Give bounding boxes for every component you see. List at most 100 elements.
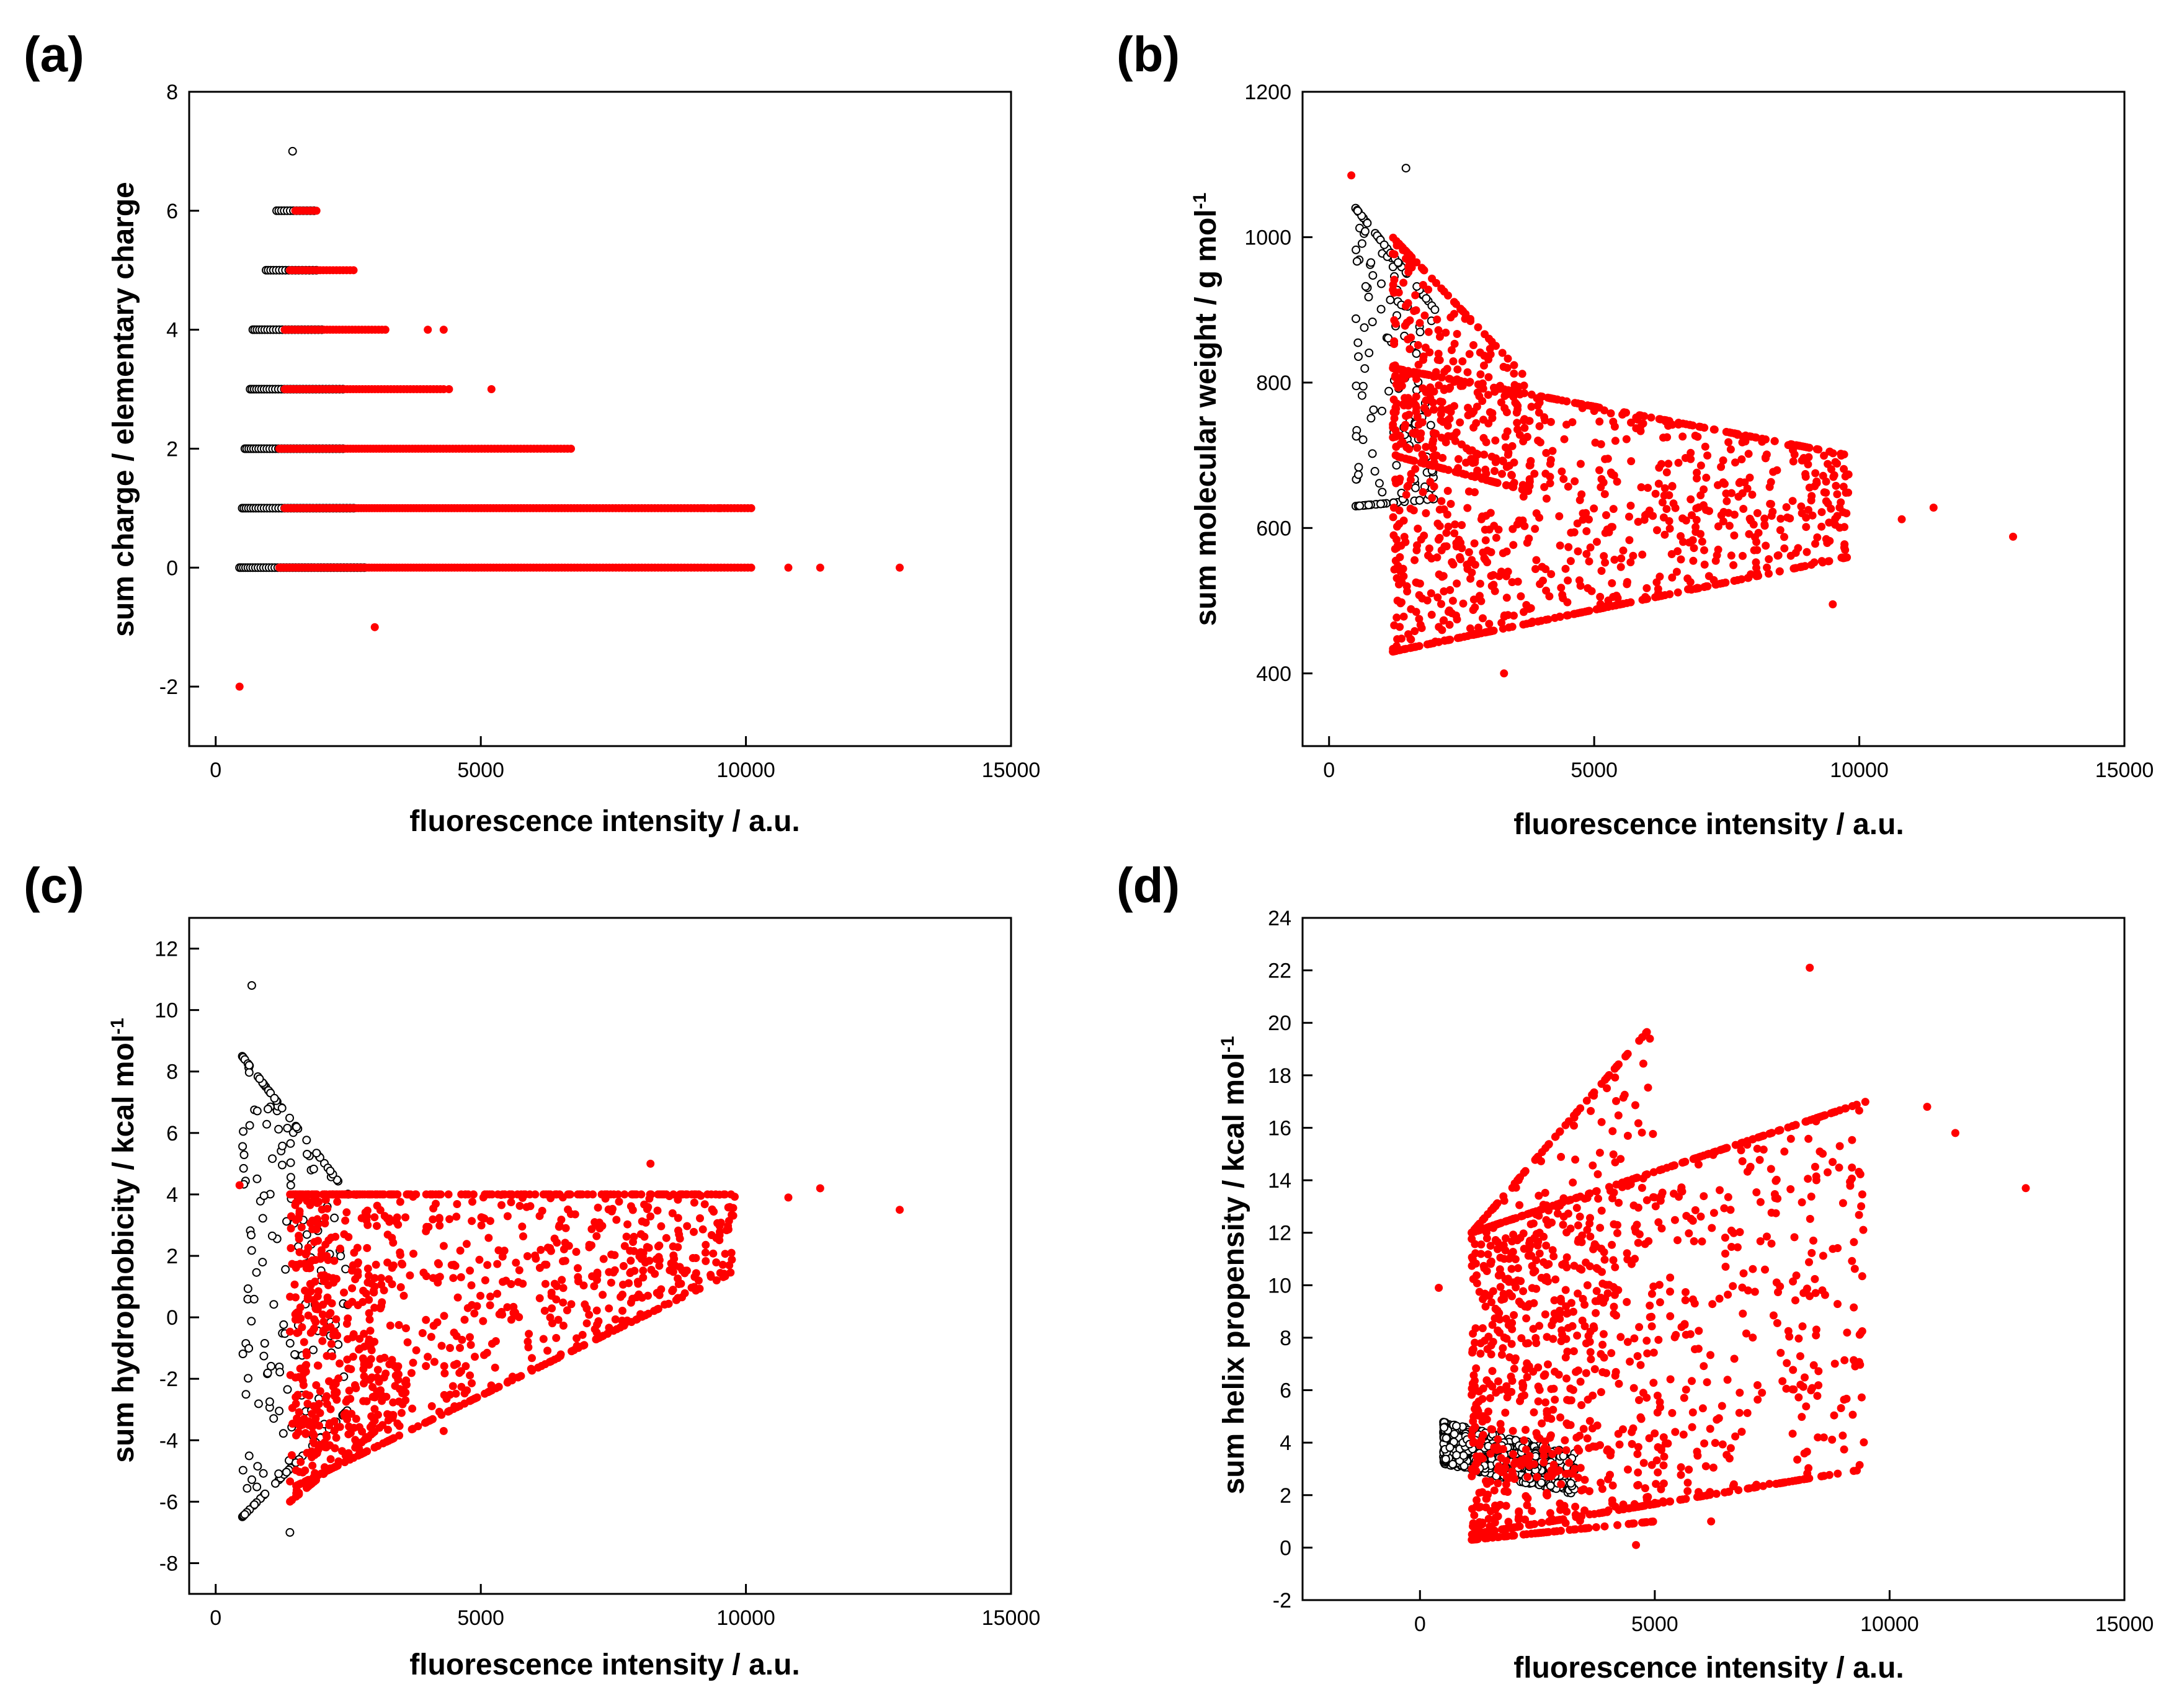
panel-c-point-red bbox=[476, 1291, 484, 1300]
panel-b-point-black bbox=[1352, 314, 1360, 323]
panel-c-point-red bbox=[334, 1457, 343, 1466]
panel-b-point-red bbox=[1405, 445, 1414, 453]
panel-c-ylabel-sup: -1 bbox=[107, 1018, 128, 1034]
panel-c-point-red bbox=[297, 1223, 306, 1232]
panel-b-point-red bbox=[1469, 407, 1478, 416]
panel-c-point-red bbox=[319, 1469, 328, 1478]
panel-c-point-red bbox=[460, 1399, 469, 1408]
panel-a-point-red bbox=[699, 504, 708, 512]
panel-c-point-red bbox=[494, 1382, 503, 1391]
panel-b-point-red bbox=[1696, 422, 1705, 431]
panel-b-point-black bbox=[1354, 470, 1363, 479]
panel-c-point-red bbox=[581, 1300, 589, 1309]
panel-c-point-black bbox=[247, 981, 256, 990]
panel-d-point-red bbox=[1646, 1301, 1654, 1310]
panel-b-point-red bbox=[1449, 357, 1458, 366]
panel-b-point-red bbox=[1520, 381, 1528, 390]
panel-b-point-red bbox=[1537, 616, 1546, 625]
panel-b-point-red bbox=[1391, 319, 1400, 328]
panel-c-point-red bbox=[292, 1198, 300, 1207]
panel-a-point-red bbox=[424, 326, 432, 334]
panel-c-point-red bbox=[372, 1260, 380, 1269]
panel-c-point-red bbox=[341, 1410, 349, 1418]
panel-b-point-red bbox=[1427, 461, 1436, 470]
panel-c-point-red bbox=[612, 1216, 621, 1224]
panel-b-point-red bbox=[1526, 461, 1535, 469]
panel-b-point-red bbox=[1719, 456, 1727, 465]
panel-c-point-red bbox=[422, 1315, 430, 1324]
panel-c-point-red bbox=[493, 1260, 502, 1268]
panel-b-point-red bbox=[1765, 569, 1773, 578]
panel-c-point-red bbox=[655, 1261, 664, 1270]
panel-c-point-black bbox=[241, 1390, 251, 1399]
panel-c-point-red bbox=[558, 1276, 566, 1284]
panel-b-point-red bbox=[1597, 440, 1605, 448]
panel-b-point-red bbox=[1412, 393, 1420, 401]
panel-b-point-red bbox=[1442, 438, 1450, 447]
panel-b-point-red bbox=[1511, 398, 1520, 407]
panel-b-point-red bbox=[1601, 558, 1610, 567]
panel-b-point-red bbox=[1502, 481, 1510, 489]
panel-c-point-red bbox=[450, 1361, 458, 1369]
panel-b-point-red bbox=[1491, 436, 1500, 445]
panel-b-point-red bbox=[1402, 301, 1410, 310]
panel-b-point-red bbox=[1654, 589, 1662, 597]
panel-d-point-red bbox=[1718, 1402, 1726, 1410]
panel-b-point-black bbox=[1430, 305, 1440, 314]
panel-b-point-red bbox=[1440, 287, 1448, 296]
panel-c-point-red bbox=[620, 1242, 629, 1250]
panel-c-point-red bbox=[337, 1190, 346, 1199]
panel-b-point-black bbox=[1394, 258, 1402, 267]
panel-d-point-red bbox=[1749, 1333, 1757, 1342]
panel-b-point-red bbox=[1477, 597, 1486, 605]
panel-b-point-red bbox=[1400, 423, 1409, 432]
panel-c-point-red bbox=[381, 1369, 390, 1378]
panel-b-point-red bbox=[1412, 401, 1420, 410]
panel-c-point-red bbox=[486, 1292, 494, 1301]
panel-b-point-red bbox=[1750, 546, 1758, 554]
panel-b-point-red bbox=[1801, 473, 1810, 481]
panel-b-point-red bbox=[1802, 523, 1811, 532]
panel-b-point-red bbox=[1792, 441, 1801, 450]
panel-c-point-red bbox=[308, 1461, 317, 1470]
panel-c-point-black bbox=[264, 1105, 272, 1114]
panel-c-point-red bbox=[711, 1190, 720, 1199]
panel-b-point-red bbox=[1391, 361, 1399, 370]
panel-c-point-red bbox=[418, 1329, 427, 1337]
panel-c-point-black bbox=[245, 1121, 254, 1130]
panel-b-point-red bbox=[1727, 551, 1736, 560]
panel-c-point-black bbox=[244, 1451, 254, 1461]
panel-d-point-red bbox=[1824, 1168, 1832, 1176]
panel-b-point-black bbox=[1358, 381, 1368, 391]
panel-c-point-red bbox=[460, 1315, 469, 1324]
panel-b-point-red bbox=[1665, 517, 1673, 525]
panel-b-point-red bbox=[1546, 460, 1554, 468]
panel-b-point-red bbox=[1436, 398, 1445, 406]
panel-c-point-red bbox=[373, 1442, 382, 1450]
panel-b-point-red bbox=[1453, 375, 1461, 384]
panel-c-point-red bbox=[316, 1387, 324, 1395]
panel-b-point-red bbox=[1577, 490, 1586, 499]
panel-b-point-red bbox=[1724, 509, 1733, 517]
panel-c-point-red bbox=[632, 1315, 641, 1324]
panel-c-point-red bbox=[348, 1266, 356, 1275]
panel-b-point-red bbox=[1775, 567, 1784, 576]
panel-b-point-red bbox=[1625, 512, 1633, 521]
panel-b-point-red bbox=[1774, 551, 1783, 559]
panel-b-point-red bbox=[1802, 514, 1811, 522]
panel-a-point-red bbox=[349, 266, 358, 275]
panel-c-ytick-label: 0 bbox=[166, 1306, 178, 1330]
panel-d-point-red bbox=[1840, 1356, 1849, 1364]
panel-c-ytick-label: 10 bbox=[154, 999, 178, 1023]
panel-b-point-red bbox=[1688, 511, 1696, 520]
panel-b-point-red bbox=[1414, 341, 1422, 349]
panel-b-point-red bbox=[1433, 519, 1442, 528]
panel-b-point-red bbox=[1814, 445, 1823, 454]
panel-b-point-red bbox=[1484, 373, 1493, 381]
panel-d-point-red bbox=[1680, 1394, 1688, 1402]
panel-c-point-red bbox=[554, 1315, 563, 1324]
panel-b-point-red bbox=[1776, 514, 1785, 523]
panel-d-point-red bbox=[1598, 1368, 1607, 1376]
panel-b-point-red bbox=[1687, 448, 1695, 457]
panel-c-point-red bbox=[720, 1190, 728, 1199]
